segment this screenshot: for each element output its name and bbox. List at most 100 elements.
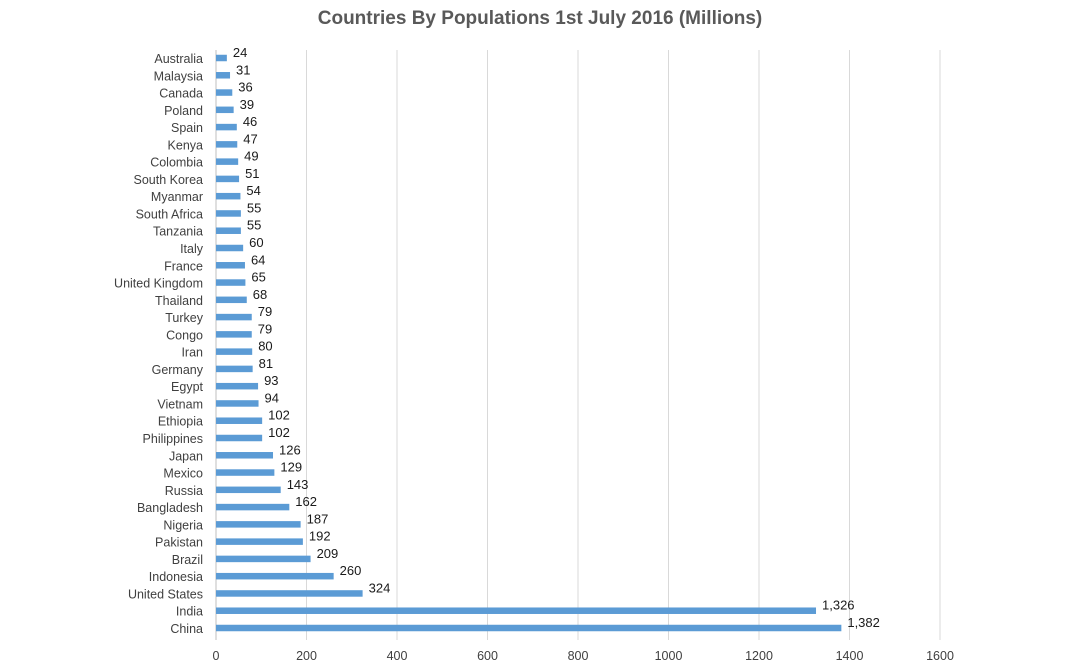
value-label-france: 64 xyxy=(251,252,265,267)
bar-congo xyxy=(216,331,252,338)
category-label-germany: Germany xyxy=(152,363,204,377)
bar-turkey xyxy=(216,313,252,321)
bar-india xyxy=(216,607,817,614)
bar-china xyxy=(216,624,842,632)
category-label-united-states: United States xyxy=(128,587,203,601)
bar-spain xyxy=(216,123,237,131)
bar-germany xyxy=(216,365,253,373)
bar-thailand xyxy=(216,296,247,304)
value-label-canada: 36 xyxy=(238,80,252,95)
value-label-congo: 79 xyxy=(258,321,272,336)
value-label-united-states: 324 xyxy=(369,580,391,595)
x-tick-label-1200: 1200 xyxy=(745,649,773,663)
bar-nigeria xyxy=(216,521,301,528)
category-label-india: India xyxy=(176,605,203,619)
category-label-kenya: Kenya xyxy=(168,138,203,152)
bar-iran xyxy=(216,348,253,355)
x-tick-label-800: 800 xyxy=(568,649,589,663)
value-label-spain: 46 xyxy=(243,114,257,129)
category-label-malaysia: Malaysia xyxy=(154,69,203,83)
x-tick-label-200: 200 xyxy=(296,649,317,663)
value-label-pakistan: 192 xyxy=(309,529,331,544)
bar-indonesia xyxy=(216,572,334,580)
category-label-pakistan: Pakistan xyxy=(155,536,203,550)
category-label-italy: Italy xyxy=(180,242,204,256)
bar-mexico xyxy=(216,469,275,476)
bar-australia xyxy=(216,54,227,62)
category-label-ethiopia: Ethiopia xyxy=(158,415,203,429)
chart-title: Countries By Populations 1st July 2016 (… xyxy=(317,8,763,29)
value-label-united-kingdom: 65 xyxy=(251,270,265,285)
bar-tanzania xyxy=(216,227,241,234)
bar-poland xyxy=(216,106,234,114)
value-label-bangladesh: 162 xyxy=(295,494,317,509)
x-tick-label-1000: 1000 xyxy=(655,649,683,663)
category-label-iran: Iran xyxy=(181,346,203,360)
category-label-thailand: Thailand xyxy=(155,294,203,308)
bar-malaysia xyxy=(216,72,231,79)
value-label-nigeria: 187 xyxy=(307,511,329,526)
category-label-france: France xyxy=(164,259,203,273)
category-label-south-korea: South Korea xyxy=(134,173,204,187)
bar-japan xyxy=(216,452,274,459)
value-label-philippines: 102 xyxy=(268,425,290,440)
x-tick-label-400: 400 xyxy=(387,649,408,663)
value-label-south-korea: 51 xyxy=(245,166,259,181)
value-label-japan: 126 xyxy=(279,442,301,457)
value-label-south-africa: 55 xyxy=(247,200,261,215)
value-label-italy: 60 xyxy=(249,235,263,250)
value-label-malaysia: 31 xyxy=(236,62,250,77)
value-label-colombia: 49 xyxy=(244,149,258,164)
bar-canada xyxy=(216,89,233,96)
bar-france xyxy=(216,262,245,269)
category-label-china: China xyxy=(170,622,203,636)
value-label-brazil: 209 xyxy=(317,546,339,561)
value-label-vietnam: 94 xyxy=(265,390,279,405)
category-label-bangladesh: Bangladesh xyxy=(137,501,203,515)
category-label-south-africa: South Africa xyxy=(136,207,203,221)
value-label-germany: 81 xyxy=(259,356,273,371)
category-label-vietnam: Vietnam xyxy=(157,397,203,411)
x-tick-label-600: 600 xyxy=(477,649,498,663)
bar-kenya xyxy=(216,141,238,148)
bar-pakistan xyxy=(216,538,303,545)
value-label-australia: 24 xyxy=(233,45,247,60)
bar-south-africa xyxy=(216,210,241,217)
category-label-brazil: Brazil xyxy=(172,553,203,567)
grid-layer xyxy=(215,50,941,640)
value-label-kenya: 47 xyxy=(243,131,257,146)
bar-russia xyxy=(216,486,281,494)
value-label-egypt: 93 xyxy=(264,373,278,388)
category-label-spain: Spain xyxy=(171,121,203,135)
bar-bangladesh xyxy=(216,503,290,511)
bar-vietnam xyxy=(216,400,259,407)
category-label-turkey: Turkey xyxy=(165,311,203,325)
bar-layer xyxy=(216,54,842,632)
category-label-colombia: Colombia xyxy=(150,156,203,170)
bar-myanmar xyxy=(216,192,241,200)
bar-united-kingdom xyxy=(216,279,246,286)
value-label-myanmar: 54 xyxy=(246,183,260,198)
label-layer: 0 200 400 600 800 1000 1200 1400 1600 Australia 24… xyxy=(114,45,954,663)
category-label-mexico: Mexico xyxy=(163,467,203,481)
value-label-mexico: 129 xyxy=(280,460,302,475)
bar-colombia xyxy=(216,158,239,165)
category-label-canada: Canada xyxy=(159,87,203,101)
value-label-indonesia: 260 xyxy=(340,563,362,578)
category-label-australia: Australia xyxy=(154,52,203,66)
value-label-ethiopia: 102 xyxy=(268,408,290,423)
bar-united-states xyxy=(216,590,363,597)
x-tick-label-1400: 1400 xyxy=(836,649,864,663)
category-label-japan: Japan xyxy=(169,449,203,463)
bar-italy xyxy=(216,244,244,252)
bar-philippines xyxy=(216,434,263,442)
category-label-philippines: Philippines xyxy=(143,432,203,446)
bar-brazil xyxy=(216,555,311,563)
value-label-iran: 80 xyxy=(258,339,272,354)
value-label-tanzania: 55 xyxy=(247,218,261,233)
value-label-china: 1,382 xyxy=(847,615,880,630)
bar-egypt xyxy=(216,382,259,390)
category-label-myanmar: Myanmar xyxy=(151,190,203,204)
